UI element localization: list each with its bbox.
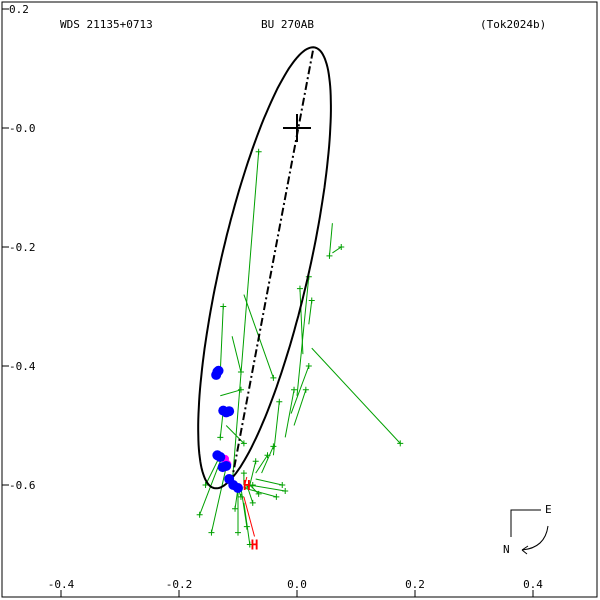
compass-rotation-arrow [521,525,549,551]
line-of-apsides [229,50,314,486]
residual-line-13 [255,478,283,486]
primary-star-marker [283,114,311,142]
residual-line-6 [299,288,304,355]
residual-line-11 [261,446,274,474]
green-observation-33 [240,440,247,447]
green-observation-32 [217,434,224,441]
y-tick-label-3: -0.4 [9,360,36,373]
blue-observation-9 [217,462,228,473]
green-observation-4 [308,297,315,304]
green-observation-0 [255,148,262,155]
residual-line-15 [249,484,260,495]
residual-line-0 [231,151,260,486]
blue-observation-2 [213,365,224,376]
h-marker-line-0 [243,476,248,489]
green-observation-10 [276,398,283,405]
green-observation-16 [249,499,256,506]
x-tick-label-1: -0.2 [166,578,193,591]
green-observation-13 [279,482,286,488]
compass: E N [503,503,552,556]
blue-observations [211,365,243,493]
h-marker-0: H [243,479,251,494]
compass-arrowhead [521,545,529,555]
residual-line-16 [246,484,254,504]
residual-line-4 [308,300,313,325]
green-observation-14 [282,487,289,494]
observation-residuals [196,148,404,548]
green-observation-27 [208,529,215,536]
green-observation-17 [273,493,280,500]
residual-line-14 [249,484,286,492]
header-center: BU 270AB [261,18,314,31]
green-observation-11 [270,443,277,450]
green-observation-1 [338,244,345,250]
residual-line-27 [210,467,227,533]
residual-line-34 [243,502,251,545]
residual-line-26 [199,461,221,515]
residual-line-31 [220,389,242,397]
y-tick-label-0: 0.2 [9,3,29,16]
green-observation-18 [249,482,256,488]
x-tick-label-2: 0.0 [287,578,307,591]
residual-line-17 [243,487,277,498]
green-observation-8 [302,386,309,393]
residual-line-7 [290,365,310,414]
green-observation-26 [196,511,203,518]
compass-n-label: N [503,543,510,556]
x-tick-label-4: 0.4 [523,578,543,591]
residual-line-5 [296,276,310,396]
x-tick-label-0: -0.4 [48,578,75,591]
orbit-ellipse-group [197,46,332,490]
header-right: (Tok2024b) [480,18,546,31]
green-observation-24 [240,470,247,477]
header-left: WDS 21135+0713 [60,18,153,31]
h-marker-line-1 [243,496,256,537]
blue-observation-12 [233,482,243,493]
compass-e-label: E [545,503,552,516]
green-observation-19 [237,493,244,500]
residual-line-28 [219,306,224,372]
x-tick-label-3: 0.2 [405,578,425,591]
green-observation-34 [246,541,253,548]
green-observation-29 [237,368,244,375]
residual-line-23 [249,461,257,486]
green-observation-30 [270,374,277,381]
residual-line-1 [332,246,342,254]
green-observation-7 [305,363,312,369]
residual-line-8 [293,389,307,426]
h-markers: HH [243,476,259,554]
green-observation-2 [326,252,333,259]
green-observation-23 [252,458,259,465]
green-observation-28 [220,303,227,310]
residual-line-3 [311,347,401,444]
green-observation-6 [296,285,303,292]
y-tick-label-4: -0.6 [9,479,36,492]
compass-arrows [510,509,541,537]
green-observation-3 [397,440,404,447]
blue-observation-7 [215,452,226,463]
green-observation-20 [232,505,239,512]
residual-line-2 [328,223,333,256]
green-observation-9 [291,386,298,393]
green-observation-25 [202,482,209,488]
residual-line-29 [231,336,242,373]
residual-line-33 [225,425,245,444]
orbit-ellipse [197,46,332,490]
residual-line-9 [284,389,295,438]
green-observation-31 [237,386,244,393]
residual-line-12 [255,454,268,474]
y-tick-label-2: -0.2 [9,241,36,254]
axis-ticks: -0.4 -0.2 0.0 0.2 0.4 0.2 -0.0 -0.2 -0.4 -0.6 [2,3,543,597]
green-observation-12 [264,452,271,459]
blue-observation-5 [224,406,235,417]
green-observation-21 [235,529,241,536]
y-tick-label-1: -0.0 [9,122,36,135]
h-marker-1: H [251,539,259,554]
